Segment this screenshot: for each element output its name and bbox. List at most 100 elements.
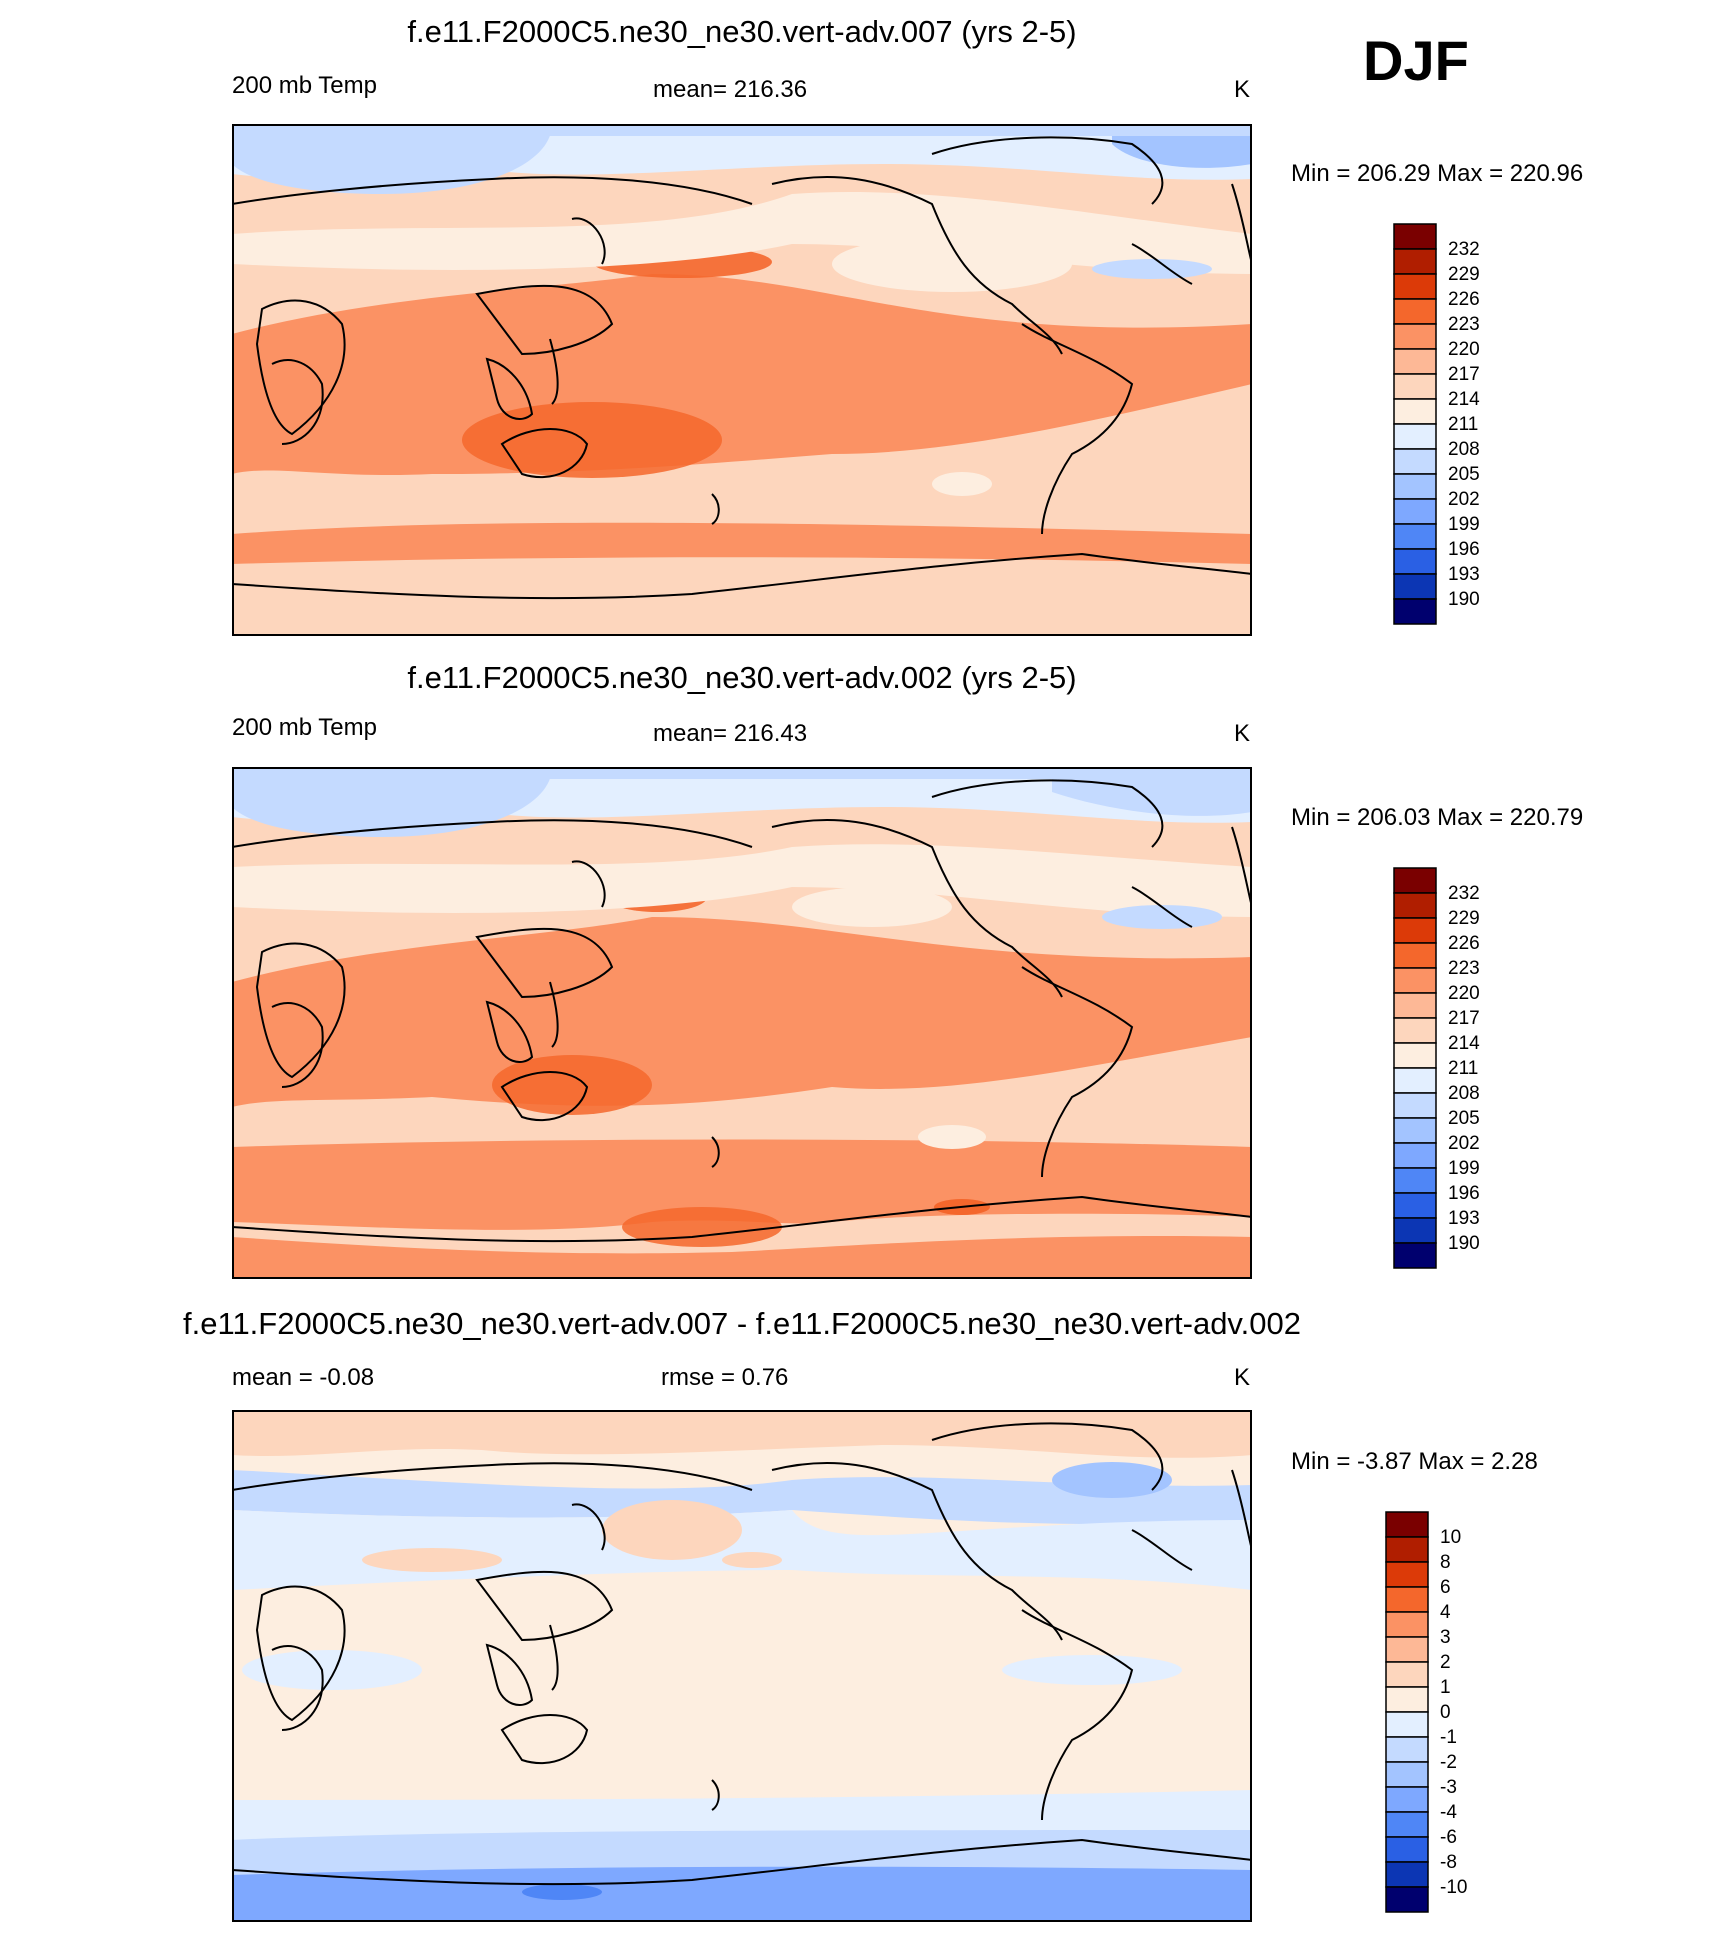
panel2-colorbar: 232 229 226 223 220 217 214 211 208 205 202 199 196 1… [1393, 867, 1480, 1269]
panel2-colorbar-swatch [1393, 867, 1437, 894]
coastlines [232, 779, 1252, 1243]
panel3-colorbar-swatch [1385, 1836, 1429, 1863]
contour-warm-spot [832, 236, 1072, 292]
panel2-colorbar-swatch [1393, 1192, 1437, 1219]
panel2-colorbar-swatch [1393, 917, 1437, 944]
panel3-colorbar-tick-label: -6 [1440, 1827, 1457, 1848]
panel2-map [232, 767, 1252, 1279]
panel1-map [232, 124, 1252, 636]
panel3-colorbar-swatch [1385, 1736, 1429, 1763]
panel2-title: f.e11.F2000C5.ne30_ne30.vert-adv.002 (yr… [407, 660, 1077, 695]
panel1-colorbar-swatch [1393, 448, 1437, 475]
coastlines [232, 1422, 1252, 1886]
contour-cool-spot [932, 472, 992, 496]
panel1-colorbar-swatch [1393, 298, 1437, 325]
panel2-variable-label: 200 mb Temp [232, 714, 377, 741]
panel1-colorbar-tick-label: 199 [1448, 514, 1480, 535]
panel2-colorbar-swatch [1393, 967, 1437, 994]
panel2-colorbar-swatch [1393, 892, 1437, 919]
contour-band [232, 844, 1252, 917]
panel1-colorbar-swatch [1393, 498, 1437, 525]
panel1-colorbar-swatch [1393, 273, 1437, 300]
panel3-colorbar-swatch [1385, 1611, 1429, 1638]
panel1-colorbar-tick-label: 205 [1448, 464, 1480, 485]
panel1-colorbar-swatch [1393, 373, 1437, 400]
panel3-colorbar-swatch [1385, 1711, 1429, 1738]
panel3-colorbar-tick-label: 0 [1440, 1702, 1451, 1723]
contour-band [232, 1139, 1252, 1279]
contour-cool-spot [1002, 1655, 1182, 1685]
panel3-colorbar-tick-label: -1 [1440, 1727, 1457, 1748]
panel1-colorbar-tick-label: 223 [1448, 314, 1480, 335]
panel2-colorbar-tick-label: 208 [1448, 1083, 1480, 1104]
panel2-colorbar-swatch [1393, 1117, 1437, 1144]
panel1-colorbar-swatch [1393, 548, 1437, 575]
panel1-colorbar-tick-label: 211 [1448, 414, 1478, 435]
season-label: DJF [1363, 29, 1469, 92]
panel2-colorbar-tick-label: 190 [1448, 1233, 1480, 1254]
map-frame [232, 1410, 1252, 1922]
coastlines [232, 136, 1252, 600]
panel3-colorbar-tick-label: 8 [1440, 1552, 1451, 1573]
panel2-colorbar-swatch [1393, 1167, 1437, 1194]
panel3-colorbar-tick-label: 3 [1440, 1627, 1451, 1648]
contour-band [232, 1866, 1252, 1922]
panel3-colorbar-tick-label: -10 [1440, 1877, 1467, 1898]
panel3-colorbar-tick-label: 4 [1440, 1602, 1451, 1623]
contour-cool-spot [1052, 1462, 1172, 1498]
panel3-colorbar-swatch [1385, 1636, 1429, 1663]
panel1-colorbar-swatch [1393, 473, 1437, 500]
panel1-title: f.e11.F2000C5.ne30_ne30.vert-adv.007 (yr… [407, 14, 1077, 49]
panel3-map [232, 1410, 1252, 1922]
contour-band [232, 767, 1252, 779]
panel1-colorbar-tick-label: 220 [1448, 339, 1480, 360]
contour-band [232, 564, 1252, 636]
panel1-colorbar-swatch [1393, 398, 1437, 425]
panel2-colorbar-swatch [1393, 1217, 1437, 1244]
panel2-colorbar-tick-label: 229 [1448, 908, 1480, 929]
panel3-colorbar-swatch [1385, 1586, 1429, 1613]
panel2-colorbar-tick-label: 220 [1448, 983, 1480, 1004]
contour-band [1052, 767, 1252, 816]
contour-warm-spot [602, 1500, 742, 1560]
panel1-units-label: K [1234, 76, 1251, 103]
panel1-colorbar-swatch [1393, 348, 1437, 375]
panel1-colorbar-tick-label: 226 [1448, 289, 1480, 310]
panel2-minmax: Min = 206.03 Max = 220.79 [1291, 804, 1584, 831]
panel2-colorbar-tick-label: 217 [1448, 1008, 1480, 1029]
panel1-colorbar-swatch [1393, 323, 1437, 350]
panel3-rmse-label: rmse = 0.76 [661, 1364, 789, 1391]
panel3-mean-label: mean = -0.08 [232, 1364, 375, 1391]
panel2-mean-label: mean= 216.43 [653, 720, 808, 747]
panel1-colorbar-tick-label: 193 [1448, 564, 1480, 585]
panel2-colorbar-swatch [1393, 1092, 1437, 1119]
map-frame [232, 767, 1252, 1279]
panel3-colorbar-tick-label: -4 [1440, 1802, 1457, 1823]
panel1-colorbar-tick-label: 229 [1448, 264, 1480, 285]
panel1-colorbar-swatch [1393, 598, 1437, 625]
panel1-colorbar-swatch [1393, 523, 1437, 550]
panel2-colorbar-swatch [1393, 1242, 1437, 1269]
panel2-colorbar-swatch [1393, 1067, 1437, 1094]
panel1-colorbar-tick-label: 217 [1448, 364, 1480, 385]
panel2-colorbar-tick-label: 211 [1448, 1058, 1478, 1079]
panel3-colorbar-swatch [1385, 1811, 1429, 1838]
contour-warm-spot [492, 1055, 652, 1115]
contour-warm-spot [362, 1548, 502, 1572]
panel2-colorbar-tick-label: 223 [1448, 958, 1480, 979]
panel1-colorbar-swatch [1393, 573, 1437, 600]
panel2-colorbar-tick-label: 214 [1448, 1033, 1480, 1054]
panel3-colorbar-tick-label: -3 [1440, 1777, 1457, 1798]
panel3-colorbar-tick-label: 2 [1440, 1652, 1451, 1673]
contour-warm-spot [918, 1125, 986, 1149]
contour-cool-spot [1092, 259, 1212, 279]
panel3-colorbar-tick-label: -8 [1440, 1852, 1457, 1873]
panel2-colorbar-tick-label: 232 [1448, 883, 1480, 904]
contour-band [232, 522, 1252, 564]
panel2-colorbar-tick-label: 202 [1448, 1133, 1480, 1154]
panel1-colorbar-swatch [1393, 248, 1437, 275]
contour-cool-spot [242, 1650, 422, 1690]
contour-warm-spot [792, 887, 952, 927]
panel1-colorbar-tick-label: 202 [1448, 489, 1480, 510]
